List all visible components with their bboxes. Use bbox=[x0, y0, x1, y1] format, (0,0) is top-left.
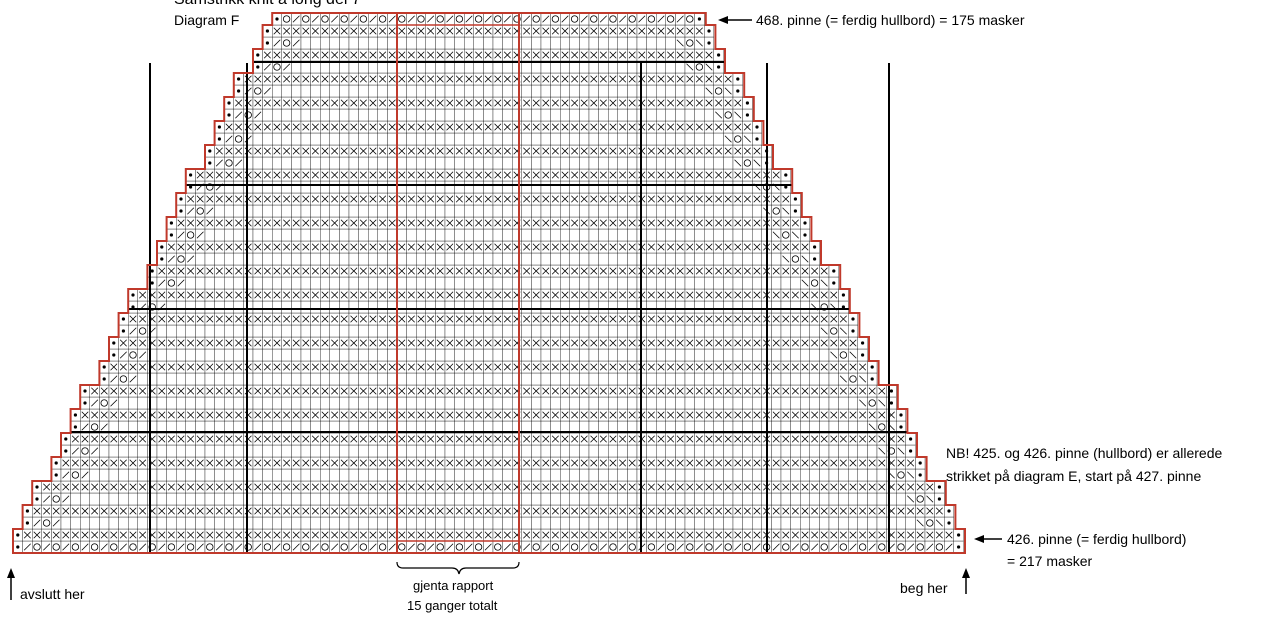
diagram-title: Diagram F bbox=[174, 12, 240, 28]
start-label: beg her bbox=[900, 580, 948, 596]
start-arrowhead bbox=[962, 568, 970, 578]
finish-arrowhead bbox=[7, 568, 15, 578]
repeat-brace bbox=[396, 561, 520, 575]
repeat-note-line2: 15 ganger totalt bbox=[407, 598, 498, 613]
repeat-box bbox=[396, 12, 520, 554]
bottom-note-line2: = 217 masker bbox=[1007, 553, 1093, 569]
finish-label: avslutt her bbox=[20, 586, 85, 602]
nb-note-line2: strikket på diagram E, start på 427. pin… bbox=[946, 468, 1202, 484]
repeat-note-line1: gjenta rapport bbox=[413, 578, 494, 593]
stitch-cells bbox=[12, 12, 964, 554]
repeat-grid-lines bbox=[70, 61, 908, 553]
chart-grid bbox=[12, 12, 966, 554]
stitch-symbols bbox=[16, 15, 961, 551]
bottom-note-line1: 426. pinne (= ferdig hullbord) bbox=[1007, 531, 1187, 547]
chart-annotations bbox=[7, 16, 1002, 600]
bottom-note-arrowhead bbox=[974, 535, 984, 543]
header-text: Samstrikk knit a long del 7 bbox=[174, 0, 361, 8]
top-note-arrowhead bbox=[718, 16, 728, 24]
nb-note-line1: NB! 425. og 426. pinne (hullbord) er all… bbox=[946, 445, 1223, 461]
top-note: 468. pinne (= ferdig hullbord) = 175 mas… bbox=[756, 12, 1025, 28]
chart-outline bbox=[12, 12, 966, 554]
